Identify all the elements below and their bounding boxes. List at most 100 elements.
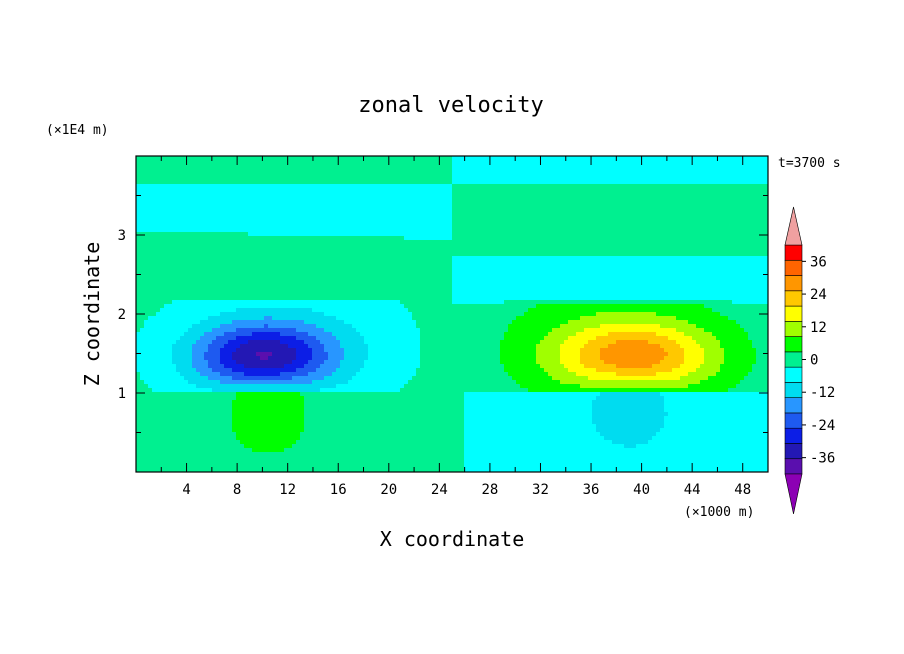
- field-cell: [640, 252, 645, 257]
- field-cell: [484, 244, 489, 249]
- field-cell: [500, 200, 505, 205]
- field-cell: [496, 204, 501, 209]
- field-cell: [388, 276, 393, 281]
- field-cell: [336, 212, 341, 217]
- field-cell: [392, 208, 397, 213]
- field-cell: [436, 176, 441, 181]
- field-cell: [148, 248, 153, 253]
- field-cell: [256, 240, 261, 245]
- field-cell: [552, 172, 557, 177]
- field-cell: [388, 236, 393, 241]
- field-cell: [184, 180, 189, 185]
- field-cell: [364, 264, 369, 269]
- field-cell: [628, 208, 633, 213]
- field-cell: [468, 188, 473, 193]
- field-cell: [348, 184, 353, 189]
- field-cell: [728, 248, 733, 253]
- field-cell: [736, 188, 741, 193]
- field-cell: [516, 156, 521, 161]
- field-cell: [588, 172, 593, 177]
- field-cell: [516, 212, 521, 217]
- field-cell: [656, 200, 661, 205]
- field-cell: [288, 196, 293, 201]
- field-cell: [716, 248, 721, 253]
- field-cell: [732, 180, 737, 185]
- field-cell: [304, 252, 309, 257]
- field-cell: [540, 192, 545, 197]
- field-cell: [756, 276, 761, 281]
- field-cell: [148, 224, 153, 229]
- field-cell: [228, 232, 233, 237]
- field-cell: [584, 188, 589, 193]
- field-cell: [460, 200, 465, 205]
- field-cell: [356, 248, 361, 253]
- field-cell: [492, 216, 497, 221]
- field-cell: [284, 252, 289, 257]
- field-cell: [420, 160, 425, 165]
- field-cell: [760, 184, 765, 189]
- field-cell: [592, 208, 597, 213]
- field-cell: [724, 248, 729, 253]
- field-cell: [404, 280, 409, 285]
- field-cell: [668, 220, 673, 225]
- field-cell: [516, 232, 521, 237]
- field-cell: [144, 236, 149, 241]
- field-cell: [696, 180, 701, 185]
- field-cell: [716, 276, 721, 281]
- field-cell: [544, 256, 549, 261]
- field-cell: [512, 268, 517, 273]
- field-cell: [396, 164, 401, 169]
- field-cell: [376, 280, 381, 285]
- field-cell: [208, 260, 213, 265]
- field-cell: [484, 248, 489, 253]
- field-cell: [636, 164, 641, 169]
- field-cell: [456, 172, 461, 177]
- field-cell: [164, 196, 169, 201]
- field-cell: [436, 260, 441, 265]
- field-cell: [584, 200, 589, 205]
- field-cell: [664, 220, 669, 225]
- field-cell: [356, 216, 361, 221]
- field-cell: [440, 196, 445, 201]
- field-cell: [312, 248, 317, 253]
- field-cell: [676, 260, 681, 265]
- field-cell: [748, 268, 753, 273]
- field-cell: [692, 256, 697, 261]
- field-cell: [216, 180, 221, 185]
- field-cell: [320, 280, 325, 285]
- field-cell: [220, 260, 225, 265]
- field-cell: [464, 272, 469, 277]
- field-cell: [236, 220, 241, 225]
- field-cell: [348, 164, 353, 169]
- field-cell: [148, 188, 153, 193]
- field-cell: [512, 164, 517, 169]
- field-cell: [612, 156, 617, 161]
- field-cell: [292, 220, 297, 225]
- field-cell: [504, 196, 509, 201]
- field-cell: [384, 176, 389, 181]
- field-cell: [464, 180, 469, 185]
- field-cell: [268, 236, 273, 241]
- field-cell: [520, 168, 525, 173]
- field-cell: [352, 276, 357, 281]
- field-cell: [584, 168, 589, 173]
- field-cell: [216, 252, 221, 257]
- field-cell: [720, 244, 725, 249]
- field-cell: [444, 168, 449, 173]
- field-cell: [176, 192, 181, 197]
- field-cell: [708, 168, 713, 173]
- field-cell: [428, 196, 433, 201]
- field-cell: [196, 212, 201, 217]
- field-cell: [712, 192, 717, 197]
- field-cell: [380, 208, 385, 213]
- field-cell: [256, 228, 261, 233]
- field-cell: [336, 220, 341, 225]
- field-cell: [640, 228, 645, 233]
- field-cell: [244, 212, 249, 217]
- field-cell: [652, 248, 657, 253]
- field-cell: [368, 176, 373, 181]
- field-cell: [432, 180, 437, 185]
- field-cell: [496, 236, 501, 241]
- field-cell: [284, 196, 289, 201]
- field-cell: [172, 200, 177, 205]
